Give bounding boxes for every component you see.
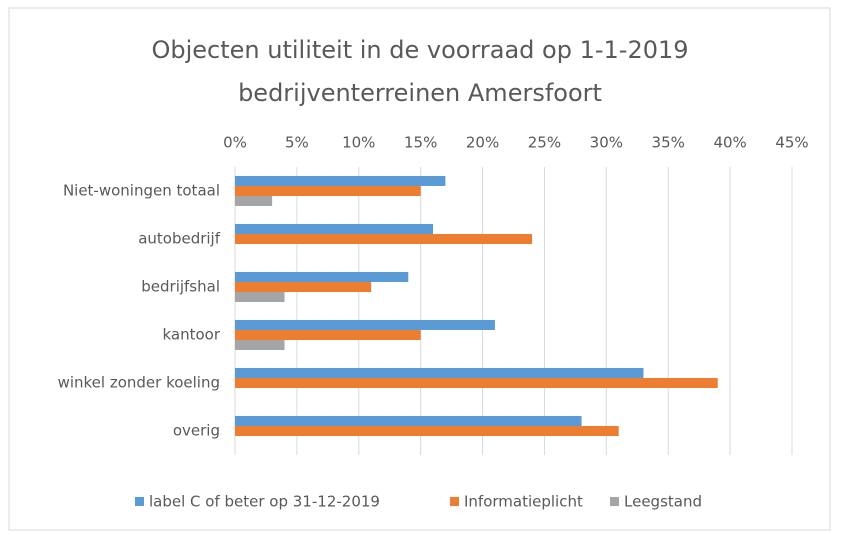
bar xyxy=(235,196,273,206)
y-tick-label: kantoor xyxy=(162,326,220,344)
bar xyxy=(235,282,372,292)
bar xyxy=(235,292,285,302)
x-tick-label: 5% xyxy=(285,134,309,152)
legend-label: Leegstand xyxy=(624,493,702,511)
bar xyxy=(235,368,644,378)
x-tick-label: 35% xyxy=(652,134,685,152)
x-tick-label: 15% xyxy=(404,134,437,152)
y-tick-label: winkel zonder koeling xyxy=(58,374,220,392)
bar xyxy=(235,176,446,186)
x-tick-label: 10% xyxy=(342,134,375,152)
bar xyxy=(235,378,718,388)
y-tick-label: autobedrijf xyxy=(138,230,221,248)
bar xyxy=(235,272,409,282)
bar xyxy=(235,416,582,426)
chart-border xyxy=(8,7,831,531)
y-tick-label: bedrijfshal xyxy=(141,278,220,296)
bar xyxy=(235,426,619,436)
bar xyxy=(235,224,434,234)
bar xyxy=(235,340,285,350)
bar xyxy=(235,330,421,340)
y-tick-label: overig xyxy=(173,422,220,440)
x-tick-label: 30% xyxy=(590,134,623,152)
y-tick-label: Niet-woningen totaal xyxy=(63,182,220,200)
legend-label: Informatieplicht xyxy=(464,493,583,511)
legend-label: label C of beter op 31-12-2019 xyxy=(149,493,380,511)
bar xyxy=(235,320,495,330)
x-tick-label: 0% xyxy=(223,134,247,152)
bar xyxy=(235,186,421,196)
bar xyxy=(235,234,533,244)
legend-swatch xyxy=(450,497,459,506)
x-tick-label: 25% xyxy=(528,134,561,152)
chart-title: bedrijventerreinen Amersfoort xyxy=(238,79,602,107)
chart-title: Objecten utiliteit in de voorraad op 1-1… xyxy=(151,36,688,64)
x-tick-label: 40% xyxy=(713,134,746,152)
legend-swatch xyxy=(135,497,144,506)
x-tick-label: 45% xyxy=(775,134,808,152)
legend-swatch xyxy=(610,497,619,506)
x-tick-label: 20% xyxy=(466,134,499,152)
